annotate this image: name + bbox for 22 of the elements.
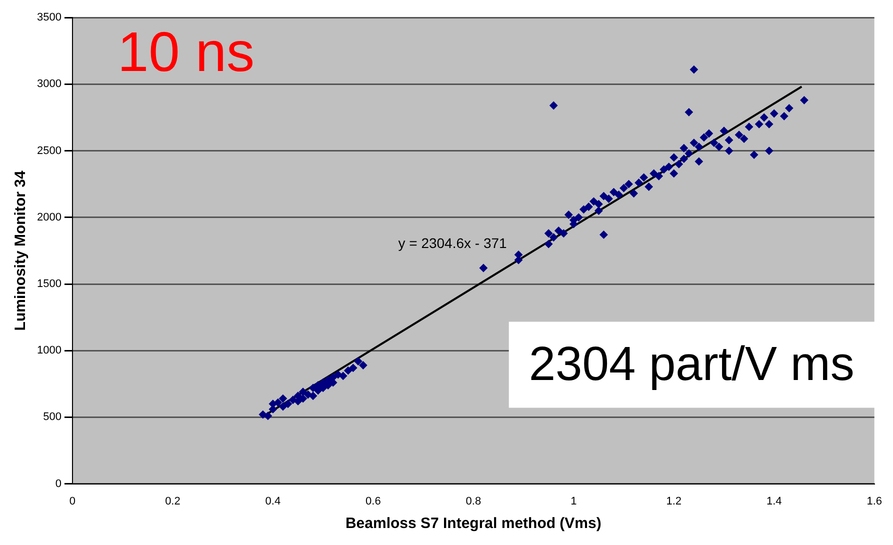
annotation: y = 2304.6x - 371 bbox=[398, 234, 508, 251]
annotation: 2304 part/V ms bbox=[528, 338, 854, 392]
annotation: 10 ns bbox=[117, 20, 254, 84]
y-axis-title: Luminosity Monitor 34 bbox=[12, 170, 30, 331]
y-tick-label: 500 bbox=[43, 411, 62, 424]
x-tick-label: 0.4 bbox=[265, 495, 281, 508]
x-tick-label: 0.2 bbox=[165, 495, 180, 508]
x-tick-label: 0.8 bbox=[466, 495, 482, 508]
y-tick-label: 3000 bbox=[36, 78, 62, 90]
y-tick-label: 1500 bbox=[36, 278, 62, 290]
y-tick-label: 2500 bbox=[36, 144, 62, 157]
x-tick-label: 1.6 bbox=[866, 495, 882, 508]
x-tick-label: 1 bbox=[570, 495, 577, 508]
x-tick-label: 1.4 bbox=[766, 495, 782, 508]
y-tick-label: 3500 bbox=[36, 12, 62, 24]
x-tick-label: 0.6 bbox=[366, 495, 381, 508]
y-tick-label: 0 bbox=[55, 478, 62, 490]
y-tick-label: 2000 bbox=[36, 211, 62, 224]
x-tick-label: 0 bbox=[69, 495, 76, 508]
x-axis-title: Beamloss S7 Integral method (Vms) bbox=[345, 515, 602, 532]
x-tick-label: 1.2 bbox=[666, 495, 682, 508]
y-tick-label: 1000 bbox=[36, 344, 62, 357]
